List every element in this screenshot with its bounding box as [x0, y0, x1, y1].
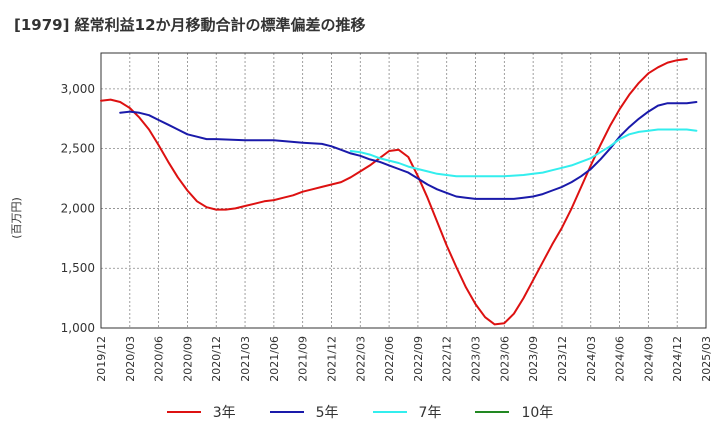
- x-tick-label: 2023/12: [556, 336, 569, 382]
- x-tick-label: 2022/03: [354, 336, 367, 382]
- x-tick-label: 2019/12: [95, 336, 108, 382]
- legend-item-3y: 3年: [166, 402, 236, 422]
- legend-label-7y: 7年: [418, 405, 442, 421]
- legend-item-10y: 10年: [475, 402, 553, 422]
- x-tick-label: 2022/06: [383, 336, 396, 382]
- x-tick-label: 2020/09: [181, 336, 194, 382]
- x-tick-label: 2023/09: [527, 336, 540, 382]
- x-tick-label: 2022/12: [441, 336, 454, 382]
- legend-swatch-3y: [166, 411, 201, 413]
- x-tick-label: 2021/12: [325, 336, 338, 382]
- x-tick-label: 2023/06: [498, 336, 511, 382]
- x-tick-label: 2021/03: [239, 336, 252, 382]
- y-tick-label: 1,500: [61, 261, 95, 275]
- legend-swatch-5y: [269, 411, 304, 413]
- x-tick-label: 2024/06: [614, 336, 627, 382]
- y-tick-label: 3,000: [61, 82, 95, 96]
- x-tick-label: 2024/09: [642, 336, 655, 382]
- x-tick-label: 2020/06: [153, 336, 166, 382]
- chart-title: [1979] 経常利益12か月移動合計の標準偏差の推移: [14, 16, 366, 34]
- legend-label-10y: 10年: [521, 405, 554, 421]
- series-line-1: [119, 101, 698, 200]
- legend-item-7y: 7年: [372, 402, 442, 422]
- legend: 3年 5年 7年 10年: [0, 402, 720, 422]
- legend-item-5y: 5年: [269, 402, 339, 422]
- x-tick-label: 2020/03: [124, 336, 137, 382]
- series-line-2: [349, 128, 698, 178]
- plot-frame: [100, 52, 707, 329]
- y-tick-label: 1,000: [61, 321, 95, 335]
- x-tick-label: 2025/03: [700, 336, 713, 382]
- x-tick-label: 2020/12: [210, 336, 223, 382]
- x-tick-label: 2022/09: [412, 336, 425, 382]
- plot-area: [101, 53, 706, 328]
- x-tick-label: 2021/06: [268, 336, 281, 382]
- legend-label-5y: 5年: [315, 405, 339, 421]
- x-tick-label: 2024/03: [585, 336, 598, 382]
- legend-swatch-10y: [475, 411, 510, 413]
- x-tick-label: 2021/09: [297, 336, 310, 382]
- x-tick-label: 2024/12: [671, 336, 684, 382]
- legend-label-3y: 3年: [212, 405, 236, 421]
- legend-swatch-7y: [372, 411, 407, 413]
- x-tick-label: 2023/03: [470, 336, 483, 382]
- y-tick-label: 2,500: [61, 142, 95, 156]
- y-tick-label: 2,000: [61, 201, 95, 215]
